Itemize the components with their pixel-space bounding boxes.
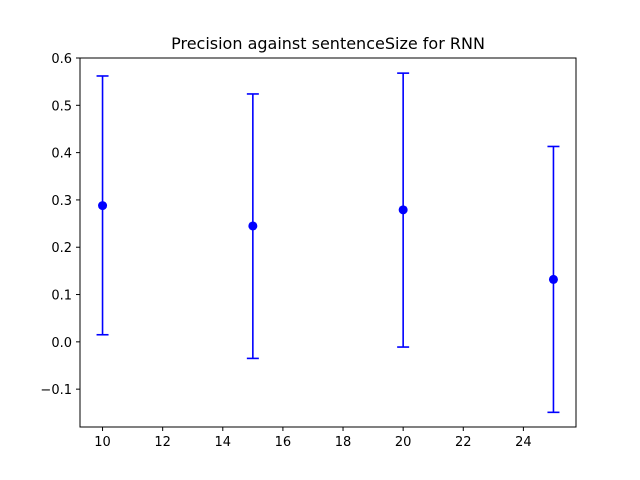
y-tick-label: 0.1 bbox=[51, 289, 72, 304]
plot-area: 10 12 14 16 18 20 22 24 −0.1 0.0 0.1 0.2 0.3 0.4 0.5 0.… bbox=[40, 52, 577, 450]
x-tick-label: 14 bbox=[215, 435, 232, 450]
x-tick-label: 16 bbox=[275, 435, 292, 450]
x-tick-label: 18 bbox=[335, 435, 352, 450]
y-tick-label: 0.5 bbox=[51, 99, 72, 114]
y-tick-label: −0.1 bbox=[40, 383, 72, 398]
data-point bbox=[548, 274, 558, 284]
y-tick-label: 0.6 bbox=[51, 52, 72, 67]
x-tick-label: 20 bbox=[395, 435, 412, 450]
y-tick-label: 0.3 bbox=[51, 194, 72, 209]
data-point bbox=[398, 205, 408, 215]
x-tick-label: 22 bbox=[455, 435, 472, 450]
y-tick-label: 0.2 bbox=[51, 241, 72, 256]
x-tick-label: 10 bbox=[94, 435, 111, 450]
y-tick-label: 0.0 bbox=[51, 336, 72, 351]
axes-frame bbox=[79, 57, 577, 428]
x-tick-label: 24 bbox=[515, 435, 532, 450]
x-tick-label: 12 bbox=[154, 435, 171, 450]
data-point bbox=[98, 201, 108, 211]
y-tick-label: 0.4 bbox=[51, 147, 72, 162]
chart-title: Precision against sentenceSize for RNN bbox=[171, 34, 485, 53]
data-point bbox=[248, 221, 258, 231]
